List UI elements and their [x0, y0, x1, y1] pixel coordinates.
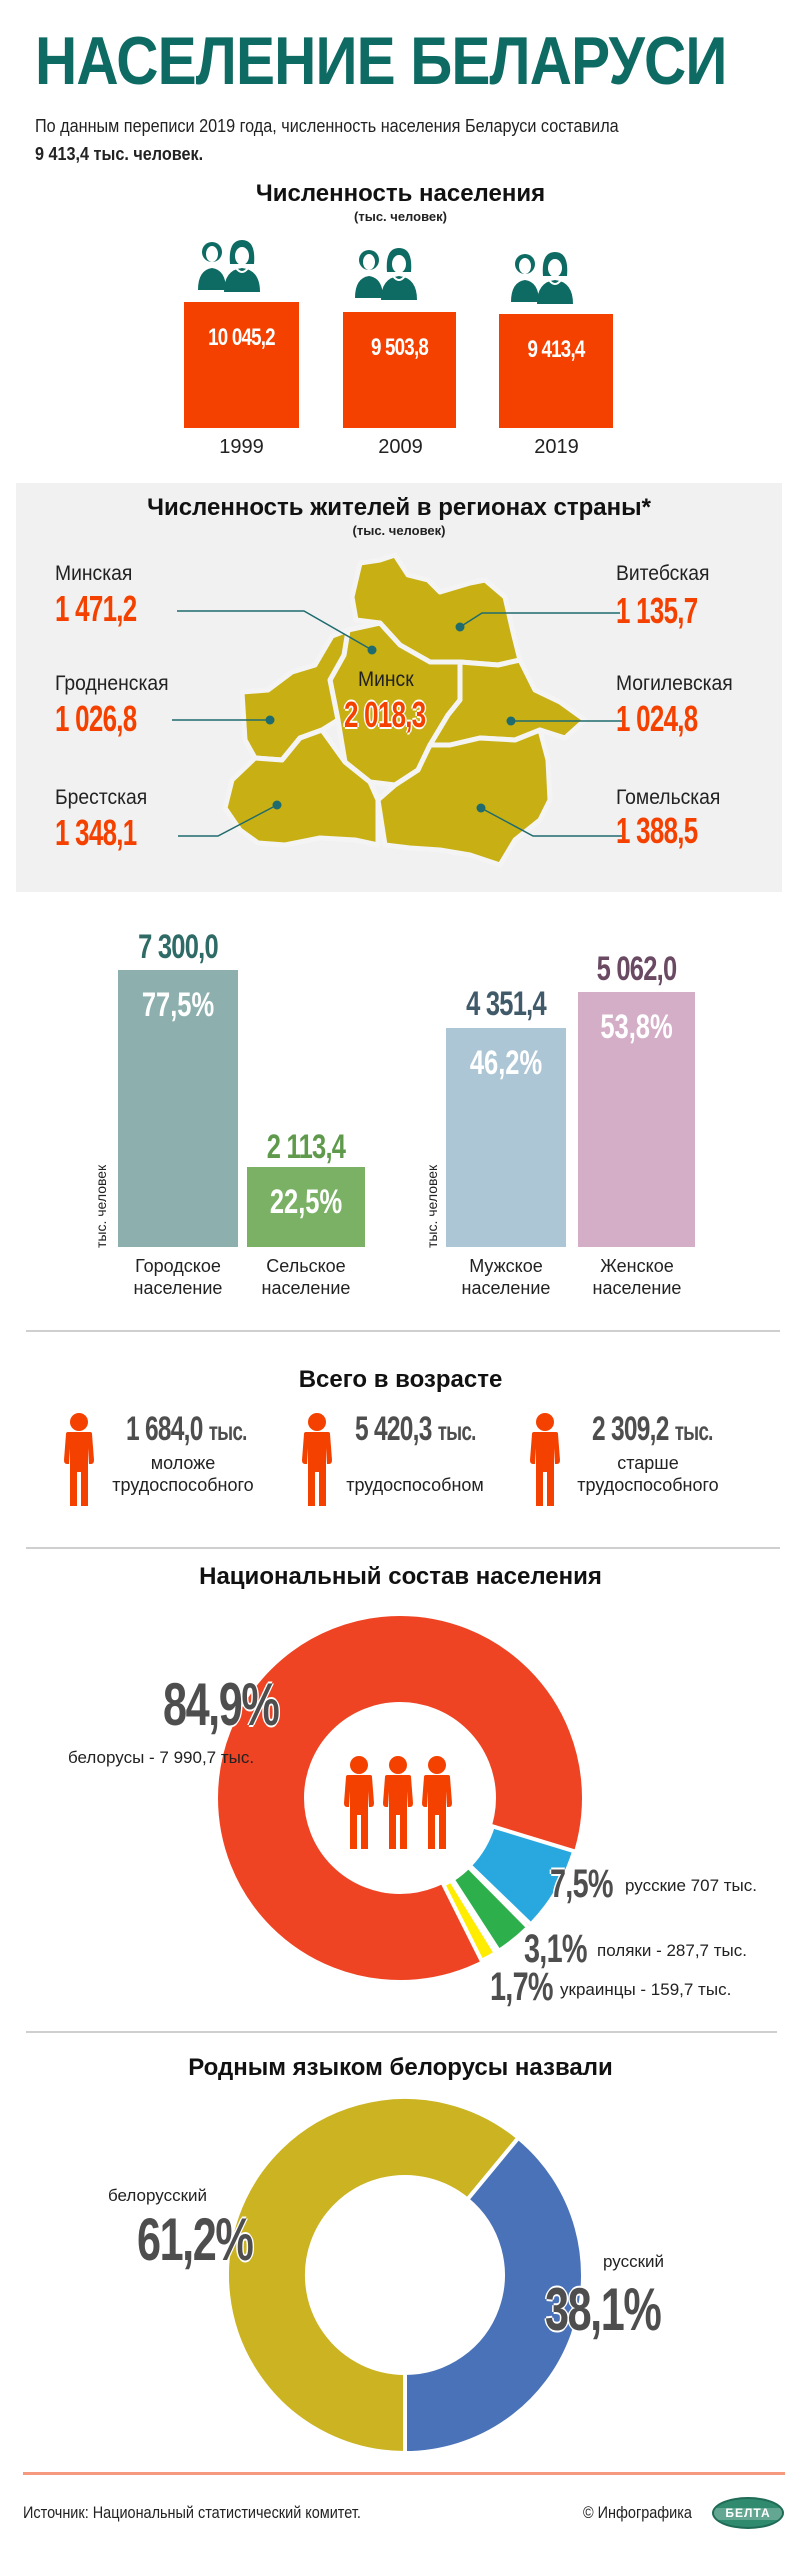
urban-value: 7 300,0 [138, 928, 219, 966]
bar-1999: 10 045,2 [184, 302, 299, 428]
region-value-brest: 1 348,1 [55, 812, 137, 853]
regions-unit: (тыс. человек) [352, 523, 446, 538]
female-value: 5 062,0 [596, 950, 678, 988]
donut-segment-russian [403, 2134, 585, 2456]
language-title: Родным языком белорусы назвали [188, 2054, 613, 2081]
region-value-vitebsk: 1 135,7 [616, 590, 698, 631]
age-label-old: старше трудоспособного [577, 1453, 719, 1495]
female-label: Женское население [592, 1256, 682, 1298]
language-belarusian-label: белорусский [108, 2186, 208, 2205]
person-icon [530, 1413, 560, 1506]
age-label-working: трудоспособном [346, 1475, 484, 1495]
language-russian-pct: 38,1% [545, 2276, 662, 2343]
person-icon [64, 1413, 94, 1506]
age-title: Всего в возрасте [298, 1366, 503, 1393]
region-name-gomel: Гомельская [616, 786, 721, 809]
age-value-working: 5 420,3 тыс. [355, 1410, 476, 1448]
ethnic-ukrainians-label: украинцы - 159,7 тыс. [560, 1980, 732, 1999]
donut-segment-belarusians [218, 1616, 582, 1980]
belarus-map [172, 552, 622, 868]
bar-male: 46,2% [446, 1028, 566, 1247]
credit-text: © Инфографика [583, 2503, 692, 2522]
logo-text: БЕЛТА [725, 2506, 771, 2520]
bar-2009: 9 503,8 [343, 312, 456, 428]
bar-rural: 22,5% [247, 1167, 365, 1247]
regions-title: Численность жителей в регионах страны* [147, 494, 651, 521]
ethnic-main-label: белорусы - 7 990,7 тыс. [68, 1748, 255, 1767]
section-divider [26, 1330, 780, 1332]
ethnic-russians-pct: 7,5% [550, 1862, 613, 1906]
region-value-gomel: 1 388,5 [616, 810, 698, 851]
map-dot-grodno [265, 715, 275, 725]
population-unit: (тыс. человек) [354, 209, 447, 224]
year-label: 2019 [534, 436, 579, 458]
age-value-old: 2 309,2 тыс. [592, 1410, 713, 1448]
intro-line-1: По данным переписи 2019 года, численност… [35, 116, 619, 136]
ethnic-ukrainians-pct: 1,7% [490, 1965, 553, 2009]
donut-segment-ukrainians [440, 1877, 499, 1964]
section-divider [26, 2031, 777, 2033]
region-value-grodno: 1 026,8 [55, 698, 137, 739]
intro-line-2: 9 413,4 тыс. человек. [35, 144, 204, 164]
map-dot-vitebsk [455, 622, 465, 632]
source-text: Источник: Национальный статистический ко… [23, 2503, 361, 2522]
ethnic-russians-label: русские 707 тыс. [625, 1876, 757, 1895]
language-belarusian-pct: 61,2% [137, 2206, 254, 2273]
region-name-vitebsk: Витебская [616, 562, 710, 585]
urban-label: Городское население [133, 1256, 223, 1298]
region-name-minskaya: Минская [55, 562, 133, 585]
capital-value: 2 018,3 [344, 694, 426, 735]
donut-segment-poles [449, 1864, 531, 1954]
age-value-young: 1 684,0 тыс. [126, 1410, 247, 1448]
region-name-brest: Брестская [55, 786, 148, 809]
footer-divider [23, 2472, 785, 2475]
rural-label: Сельское население [261, 1256, 351, 1298]
region-name-grodno: Гродненская [55, 672, 169, 695]
donut-segment-russians [466, 1823, 577, 1928]
axis-label: тыс. человек [424, 1164, 440, 1248]
page-title: НАСЕЛЕНИЕ БЕЛАРУСИ [35, 23, 727, 99]
ethnic-poles-pct: 3,1% [524, 1927, 587, 1971]
intro-text: По данным переписи 2019 года, численност… [35, 112, 619, 168]
rural-value: 2 113,4 [266, 1128, 346, 1166]
region-value-minskaya: 1 471,2 [55, 588, 137, 629]
year-label: 2009 [378, 436, 423, 458]
male-value: 4 351,4 [466, 985, 547, 1023]
ethnic-main-pct: 84,9% [163, 1671, 280, 1738]
region-name-mogilev: Могилевская [616, 672, 733, 695]
year-label: 1999 [219, 436, 264, 458]
map-dot-gomel [476, 803, 486, 813]
belta-logo[interactable]: БЕЛТА [712, 2497, 784, 2529]
male-label: Мужское население [461, 1256, 551, 1298]
axis-label: тыс. человек [93, 1164, 109, 1248]
donut-segment-belarusian [225, 2095, 522, 2456]
language-russian-label: русский [603, 2252, 665, 2271]
ethnic-poles-label: поляки - 287,7 тыс. [597, 1941, 747, 1960]
map-region-brest [222, 727, 381, 848]
map-dot-brest [272, 800, 282, 810]
section-divider [26, 1547, 780, 1549]
bar-female: 53,8% [578, 992, 695, 1247]
ethnic-title: Национальный состав населения [199, 1563, 602, 1590]
language-donut-chart [225, 2095, 585, 2456]
map-dot-minsk-region [367, 645, 377, 655]
bar-urban: 77,5% [118, 970, 238, 1247]
map-dot-mogilev [506, 716, 516, 726]
region-value-mogilev: 1 024,8 [616, 698, 698, 739]
age-label-young: моложе трудоспособного [112, 1453, 254, 1495]
logo-band [714, 2508, 782, 2520]
bar-2019: 9 413,4 [499, 314, 613, 428]
map-region-gomel [375, 727, 553, 868]
person-icon [302, 1413, 332, 1506]
capital-name: Минск [358, 668, 414, 691]
ethnic-donut-chart [218, 1616, 582, 1980]
three-people-icon [344, 1756, 452, 1849]
population-title: Численность населения [255, 180, 546, 207]
